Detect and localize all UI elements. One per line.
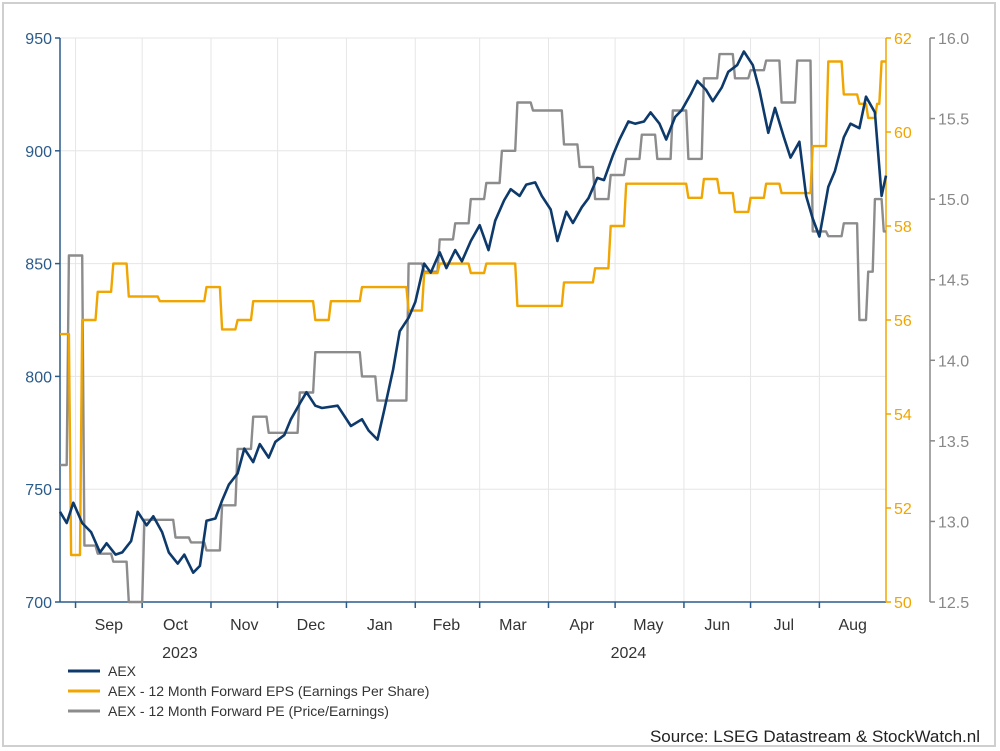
x-year-label-2023: 2023 <box>162 645 198 662</box>
pe-tick-label: 16.0 <box>938 31 969 48</box>
x-tick-label-feb: Feb <box>433 617 461 634</box>
x-tick-label-jun: Jun <box>704 617 730 634</box>
pe-tick-label: 15.5 <box>938 112 969 129</box>
pe-tick-label: 13.0 <box>938 514 969 531</box>
x-tick-label-oct: Oct <box>163 617 188 634</box>
x-tick-label-mar: Mar <box>499 617 527 634</box>
eps-tick-label: 62 <box>894 31 912 48</box>
x-year-label-2024: 2024 <box>611 645 647 662</box>
pe-tick-label: 14.0 <box>938 353 969 370</box>
legend-label-aex: AEX <box>108 663 137 679</box>
pe-tick-label: 13.5 <box>938 434 969 451</box>
eps-tick-label: 56 <box>894 313 912 330</box>
left-tick-label: 850 <box>25 257 52 274</box>
aex-line-series <box>58 50 888 574</box>
left-tick-label: 900 <box>25 144 52 161</box>
eps-tick-label: 58 <box>894 219 912 236</box>
x-tick-label-jul: Jul <box>774 617 794 634</box>
x-tick-label-dec: Dec <box>297 617 325 634</box>
left-tick-label: 800 <box>25 369 52 386</box>
pe-line-series <box>60 52 886 604</box>
legend-label-eps: AEX - 12 Month Forward EPS (Earnings Per… <box>108 683 429 699</box>
x-tick-label-may: May <box>633 617 663 634</box>
pe-tick-label: 12.5 <box>938 595 969 612</box>
eps-tick-label: 50 <box>894 595 912 612</box>
left-tick-label: 950 <box>25 31 52 48</box>
x-tick-label-jan: Jan <box>367 617 393 634</box>
x-tick-label-apr: Apr <box>569 617 595 634</box>
x-tick-label-aug: Aug <box>838 617 866 634</box>
eps-tick-label: 60 <box>894 125 912 142</box>
left-tick-label: 750 <box>25 482 52 499</box>
legend-label-pe: AEX - 12 Month Forward PE (Price/Earning… <box>108 703 389 719</box>
eps-tick-label: 52 <box>894 501 912 518</box>
pe-tick-label: 14.5 <box>938 273 969 290</box>
left-tick-label: 700 <box>25 595 52 612</box>
eps-tick-label: 54 <box>894 407 912 424</box>
x-tick-label-nov: Nov <box>230 617 258 634</box>
eps-line-series <box>60 60 886 557</box>
pe-tick-label: 15.0 <box>938 192 969 209</box>
chart-svg: Sep Oct Nov Dec Jan Feb Mar Apr May Jun Jul Aug 2023… <box>25 31 980 745</box>
x-tick-label-sep: Sep <box>95 617 124 634</box>
source-note: Source: LSEG Datastream & StockWatch.nl <box>650 727 980 745</box>
